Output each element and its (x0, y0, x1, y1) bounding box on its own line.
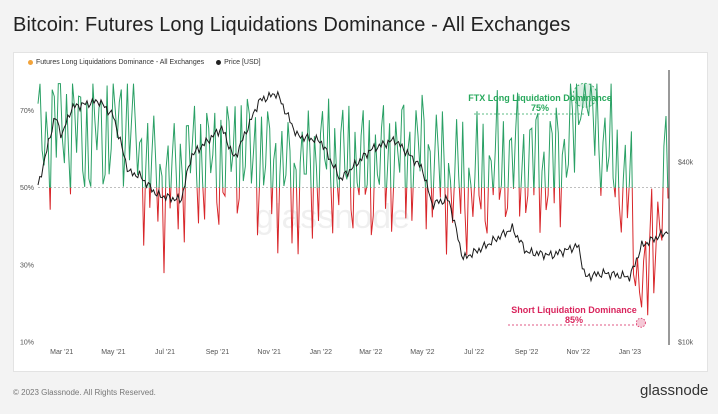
y-left-tick-label: 10% (20, 340, 34, 347)
x-tick-label: May '21 (101, 349, 125, 356)
x-tick-label: Mar '22 (359, 349, 382, 356)
short-annotation-value: 85% (565, 315, 583, 325)
copyright-footer: © 2023 Glassnode. All Rights Reserved. (13, 388, 156, 397)
x-tick-label: Jul '22 (464, 349, 484, 356)
y-right-tick-label: $40k (678, 160, 694, 167)
dominance-line-above (37, 83, 669, 188)
x-tick-label: Nov '22 (566, 349, 590, 356)
x-tick-label: Sep '21 (206, 349, 230, 356)
ftx-highlight-circle (572, 82, 598, 108)
x-tick-label: Mar '21 (50, 349, 73, 356)
legend-dot-icon (216, 60, 222, 65)
ftx-annotation-value: 75% (531, 103, 549, 113)
ftx-annotation-label: FTX Long Liquidation Dominance (468, 93, 612, 103)
y-left-tick-label: 70% (20, 108, 34, 115)
chart-panel (13, 52, 708, 372)
legend-label: Futures Long Liquidations Dominance - Al… (36, 59, 205, 66)
x-tick-label: Nov '21 (257, 349, 281, 356)
x-tick-label: Jan '22 (310, 349, 332, 356)
brand-logo: glassnode (640, 382, 709, 399)
legend-dot-icon (28, 60, 33, 65)
chart-legend: Futures Long Liquidations Dominance - Al… (28, 59, 271, 67)
y-right-tick-label: $10k (678, 340, 694, 347)
page-title: Bitcoin: Futures Long Liquidations Domin… (13, 14, 571, 36)
dominance-line-below (49, 187, 669, 316)
x-tick-label: May '22 (410, 349, 434, 356)
short-highlight-circle (636, 317, 646, 328)
x-tick-label: Jan '23 (619, 349, 641, 356)
y-left-tick-label: 30% (20, 262, 34, 269)
short-annotation-label: Short Liquidation Dominance (511, 305, 637, 315)
legend-item-price[interactable]: Price [USD] (216, 59, 261, 66)
x-tick-label: Jul '21 (155, 349, 175, 356)
legend-item-dominance[interactable]: Futures Long Liquidations Dominance - Al… (28, 59, 204, 66)
price-line (37, 90, 669, 283)
legend-label: Price [USD] (224, 59, 261, 66)
y-left-tick-label: 50% (20, 185, 34, 192)
x-tick-label: Sep '22 (515, 349, 539, 356)
